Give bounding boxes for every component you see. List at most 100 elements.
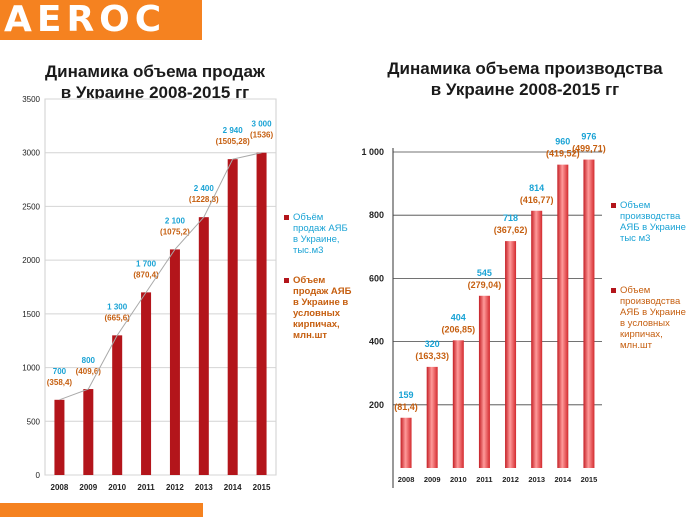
chart1-plot-area xyxy=(44,98,277,476)
chart1-xtick-label: 2013 xyxy=(195,483,213,492)
chart2-xtick-label: 2009 xyxy=(424,475,441,484)
chart2-bar xyxy=(531,210,543,468)
chart2-bar xyxy=(452,340,464,468)
chart1-ytick-label: 0 xyxy=(36,471,41,480)
bottom-accent-bar xyxy=(0,503,203,517)
chart1-value-label: 2 400 xyxy=(194,184,215,193)
chart1-value-label: 1 700 xyxy=(136,259,157,268)
chart1-legend-volume-text: Объём продаж АЯБ в Украине, тыс.м3 xyxy=(293,212,348,256)
chart2-title: Динамика объема производства в Украине 2… xyxy=(370,58,680,100)
logo-text: AEROC xyxy=(4,0,167,40)
chart1-brick-label: (870,4) xyxy=(133,270,159,279)
chart2-value-label: 960 xyxy=(555,137,570,147)
chart1-brick-label: (409,6) xyxy=(76,367,102,376)
chart1-xtick-label: 2014 xyxy=(224,483,242,492)
chart2-bar xyxy=(400,417,412,468)
chart1-value-label: 800 xyxy=(82,356,96,365)
chart1-bar xyxy=(256,152,267,475)
chart1-brick-label: (1075,2) xyxy=(160,227,190,236)
chart2-brick-label: (163,33) xyxy=(415,351,449,361)
chart1-bar xyxy=(112,335,123,475)
chart1-legend-bricks: Объем продаж АЯБ в Украине в условных ки… xyxy=(284,275,352,341)
chart1-brick-label: (665,6) xyxy=(105,313,131,322)
chart1-value-label: 2 100 xyxy=(165,216,186,225)
chart1-value-label: 2 940 xyxy=(223,126,244,135)
legend-swatch xyxy=(611,203,616,208)
chart1-bar xyxy=(54,399,65,475)
chart2-title-line2: в Украине 2008-2015 гг xyxy=(430,80,620,99)
chart1-ytick-label: 2500 xyxy=(22,202,40,211)
legend-swatch xyxy=(611,288,616,293)
chart2-brick-label: (279,04) xyxy=(468,280,502,290)
chart1-legend-bricks-text: Объем продаж АЯБ в Украине в условных ки… xyxy=(293,275,352,341)
aeroc-logo: AEROC xyxy=(0,0,202,40)
chart1-xtick-label: 2009 xyxy=(79,483,97,492)
chart1-ytick-label: 500 xyxy=(27,417,41,426)
legend-swatch xyxy=(284,215,289,220)
chart1-brick-label: (358,4) xyxy=(47,378,73,387)
chart2-value-label: 404 xyxy=(451,312,466,322)
chart2-bar xyxy=(505,241,517,468)
chart1-ytick-label: 3500 xyxy=(22,95,40,104)
chart1-brick-label: (1536) xyxy=(250,131,273,140)
chart2-value-label: 814 xyxy=(529,183,544,193)
chart2-ytick-label: 600 xyxy=(369,273,384,283)
chart1-bar xyxy=(198,217,209,475)
chart2-bar xyxy=(557,164,569,468)
chart2-bar xyxy=(583,159,595,469)
chart1-xtick-label: 2008 xyxy=(51,483,69,492)
chart2-value-label: 976 xyxy=(581,132,596,142)
chart1-bar xyxy=(83,389,94,475)
chart1-value-label: 700 xyxy=(53,367,67,376)
chart1-xtick-label: 2011 xyxy=(137,483,155,492)
chart1-xtick-label: 2010 xyxy=(108,483,126,492)
chart2-brick-label: (81,4) xyxy=(394,402,418,412)
chart1-value-label: 3 000 xyxy=(252,120,273,129)
chart2-brick-label: (419,52) xyxy=(546,149,580,159)
chart2-brick-label: (499,71) xyxy=(572,144,606,154)
chart2-bar xyxy=(426,366,438,468)
chart2-brick-label: (206,85) xyxy=(442,324,476,334)
chart2-ytick-label: 800 xyxy=(369,210,384,220)
chart2-value-label: 159 xyxy=(399,390,414,400)
chart1-xtick-label: 2012 xyxy=(166,483,184,492)
chart2-value-label: 320 xyxy=(425,339,440,349)
chart2-xtick-label: 2011 xyxy=(476,475,492,484)
chart1-ytick-label: 1000 xyxy=(22,364,40,373)
chart2-legend-bricks: Объем производства АЯБ в Украине в услов… xyxy=(611,285,686,351)
chart2-value-label: 545 xyxy=(477,268,492,278)
chart2-xtick-label: 2012 xyxy=(502,475,519,484)
chart1-legend-volume: Объём продаж АЯБ в Украине, тыс.м3 xyxy=(284,212,352,256)
chart2-brick-label: (367,62) xyxy=(494,225,528,235)
chart1-bar xyxy=(227,159,238,475)
chart1-title-line1: Динамика объема продаж xyxy=(45,62,265,81)
chart2-title-line1: Динамика объема производства xyxy=(387,59,663,78)
chart1-bar xyxy=(141,292,152,475)
chart1-bar xyxy=(169,249,180,475)
chart2-legend-bricks-text: Объем производства АЯБ в Украине в услов… xyxy=(620,285,686,351)
chart1-ytick-label: 1500 xyxy=(22,310,40,319)
chart2-xtick-label: 2010 xyxy=(450,475,467,484)
chart1-title: Динамика объема продаж в Украине 2008-20… xyxy=(20,61,290,103)
chart1-brick-label: (1228,8) xyxy=(189,195,219,204)
chart2-legend-volume: Объем производства АЯБ в Украине тыс м3 xyxy=(611,200,686,244)
chart2-xtick-label: 2014 xyxy=(554,475,572,484)
chart1-title-line2: в Украине 2008-2015 гг xyxy=(60,83,250,102)
legend-swatch xyxy=(284,278,289,283)
chart2-ytick-label: 200 xyxy=(369,400,384,410)
chart2-ytick-label: 1 000 xyxy=(361,147,384,157)
chart1-ytick-label: 3000 xyxy=(22,149,40,158)
chart2-legend-volume-text: Объем производства АЯБ в Украине тыс м3 xyxy=(620,200,686,244)
chart2-xtick-label: 2013 xyxy=(528,475,545,484)
chart1-ytick-label: 2000 xyxy=(22,256,40,265)
chart2-bar xyxy=(478,295,490,468)
chart2-brick-label: (416,77) xyxy=(520,195,554,205)
chart1-xtick-label: 2015 xyxy=(253,483,271,492)
chart2-value-label: 718 xyxy=(503,213,518,223)
chart1-brick-label: (1505,28) xyxy=(216,137,251,146)
chart2-xtick-label: 2008 xyxy=(398,475,415,484)
chart2-xtick-label: 2015 xyxy=(581,475,598,484)
chart1-trend-line xyxy=(59,152,262,401)
chart1-value-label: 1 300 xyxy=(107,302,128,311)
